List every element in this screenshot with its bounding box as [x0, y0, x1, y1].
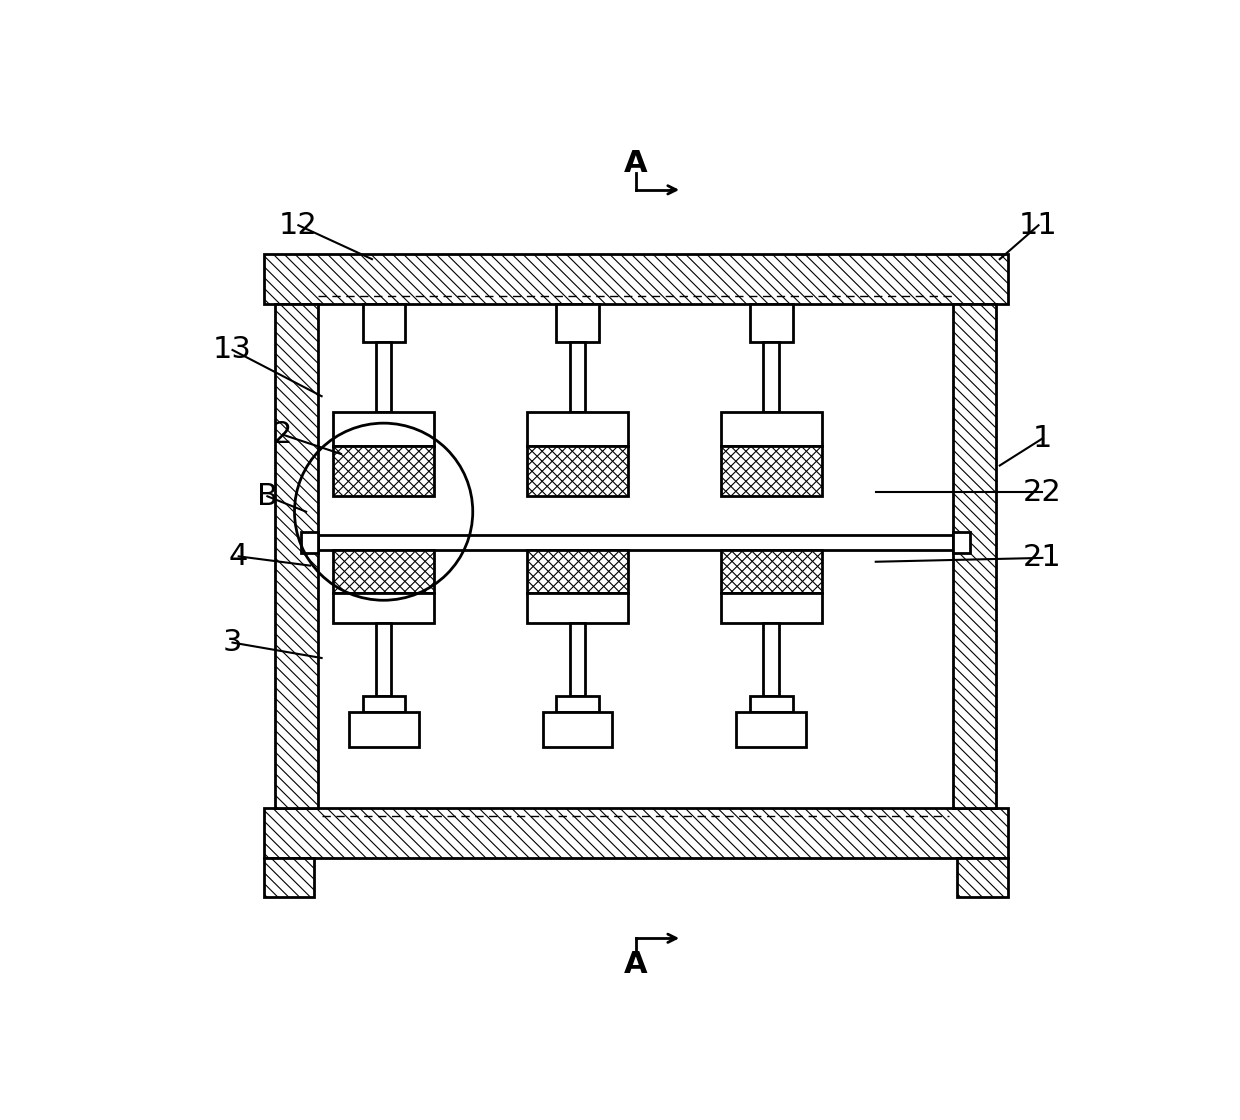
Bar — [954, 304, 996, 809]
Bar — [527, 550, 627, 592]
Bar — [263, 254, 1007, 304]
Bar — [527, 446, 627, 496]
Bar — [376, 624, 392, 697]
Bar — [348, 712, 419, 747]
Bar — [569, 624, 585, 697]
Bar — [363, 697, 405, 712]
Bar — [720, 550, 821, 592]
Bar — [317, 534, 954, 550]
Text: 3: 3 — [223, 628, 242, 657]
Bar — [720, 446, 821, 496]
Bar — [527, 592, 627, 624]
Bar — [957, 858, 1007, 897]
Text: A: A — [624, 149, 647, 178]
Text: A: A — [624, 950, 647, 979]
Bar — [334, 446, 434, 496]
Bar — [720, 411, 821, 446]
Bar — [263, 858, 314, 897]
Bar — [263, 858, 314, 897]
Bar — [764, 624, 779, 697]
Bar — [301, 532, 317, 553]
Bar — [720, 592, 821, 624]
Bar — [957, 858, 1007, 897]
Bar — [275, 304, 317, 809]
Text: 13: 13 — [213, 336, 252, 364]
Bar — [334, 411, 434, 446]
Text: 4: 4 — [229, 542, 248, 571]
Bar — [954, 304, 996, 809]
Bar — [569, 343, 585, 411]
Bar — [764, 343, 779, 411]
Bar — [750, 697, 792, 712]
Bar — [720, 446, 821, 496]
Bar — [263, 809, 1007, 858]
Bar — [527, 550, 627, 592]
Bar — [263, 809, 1007, 858]
Bar — [557, 697, 599, 712]
Bar — [737, 712, 806, 747]
Bar — [527, 411, 627, 446]
Text: 11: 11 — [1019, 211, 1058, 240]
Text: 22: 22 — [1023, 478, 1061, 507]
Bar — [954, 532, 970, 553]
Text: 21: 21 — [1023, 543, 1061, 572]
Bar — [527, 446, 627, 496]
Bar — [334, 592, 434, 624]
Bar — [750, 304, 792, 343]
Bar — [543, 712, 613, 747]
Bar — [363, 304, 405, 343]
Bar — [720, 550, 821, 592]
Bar — [557, 304, 599, 343]
Bar — [334, 446, 434, 496]
Text: 1: 1 — [1033, 424, 1052, 454]
Bar — [376, 343, 392, 411]
Bar — [334, 550, 434, 592]
Bar — [263, 254, 1007, 304]
Bar — [334, 550, 434, 592]
Bar — [275, 304, 317, 809]
Text: B: B — [257, 482, 278, 511]
Text: 2: 2 — [273, 420, 293, 449]
Text: 12: 12 — [279, 211, 317, 240]
